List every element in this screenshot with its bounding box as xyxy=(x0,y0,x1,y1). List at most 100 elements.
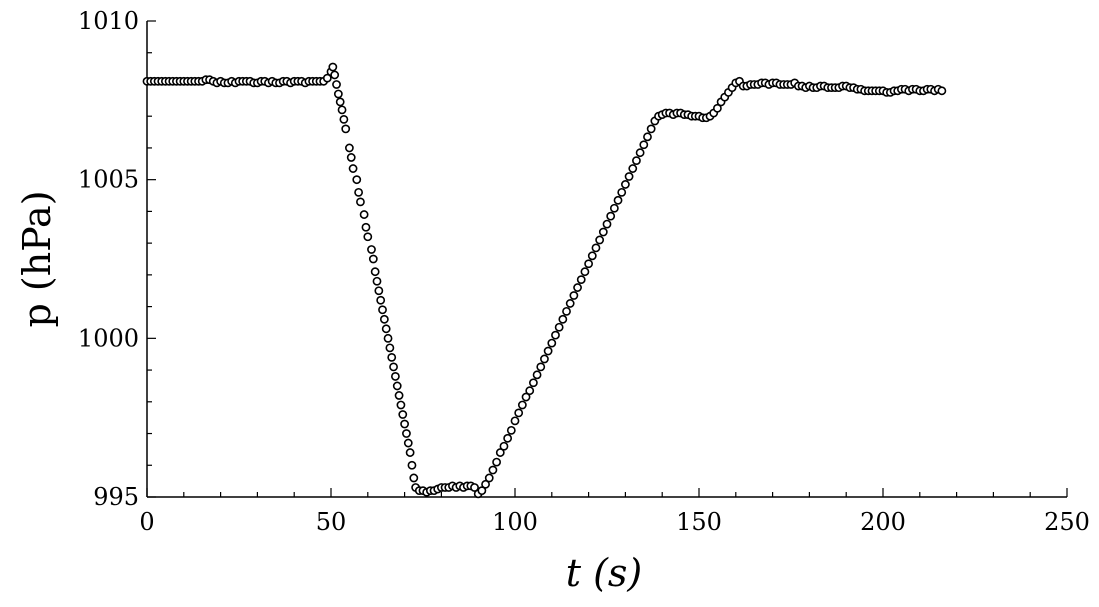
data-point xyxy=(354,187,363,197)
data-point xyxy=(322,73,332,83)
data-point xyxy=(609,203,619,213)
data-point xyxy=(407,460,417,470)
data-point xyxy=(591,243,601,253)
data-point xyxy=(639,140,649,150)
data-point xyxy=(613,195,623,205)
data-point xyxy=(632,156,641,166)
data-point xyxy=(344,143,354,153)
data-point xyxy=(525,386,535,396)
data-point xyxy=(387,352,397,362)
x-tick-label: 0 xyxy=(139,508,154,536)
data-point xyxy=(506,425,516,435)
data-point xyxy=(643,132,652,142)
data-point xyxy=(389,362,398,372)
data-point xyxy=(587,251,597,261)
data-point xyxy=(383,333,393,343)
data-point xyxy=(470,483,479,492)
data-point xyxy=(503,433,513,443)
data-point xyxy=(403,438,413,448)
x-tick-label: 200 xyxy=(860,508,906,536)
data-point xyxy=(385,343,395,353)
data-point xyxy=(713,103,722,113)
data-point xyxy=(517,400,527,410)
data-point xyxy=(510,416,520,426)
y-tick-label: 995 xyxy=(93,483,139,511)
data-point xyxy=(477,486,487,496)
y-axis-title: p (hPa) xyxy=(15,190,59,327)
data-points xyxy=(142,62,947,499)
data-point xyxy=(368,254,378,264)
data-point xyxy=(390,372,400,381)
data-point xyxy=(628,164,638,173)
data-point xyxy=(378,305,387,315)
data-point xyxy=(333,89,343,99)
data-point xyxy=(405,448,415,457)
data-point xyxy=(352,175,362,185)
data-point xyxy=(536,362,546,372)
data-point xyxy=(481,479,490,489)
data-point xyxy=(554,322,564,332)
data-point xyxy=(484,473,494,483)
axes xyxy=(146,21,1067,498)
x-tick-label: 50 xyxy=(316,508,347,536)
data-point xyxy=(624,172,634,181)
data-point xyxy=(576,275,586,285)
data-point xyxy=(595,235,605,245)
data-point xyxy=(332,80,341,89)
data-point xyxy=(328,62,338,72)
data-point xyxy=(488,465,498,475)
data-point xyxy=(558,314,568,324)
data-point xyxy=(348,164,358,173)
data-point xyxy=(543,346,553,356)
data-point xyxy=(937,86,947,96)
data-point xyxy=(346,153,356,162)
data-point xyxy=(598,227,608,237)
data-point xyxy=(547,338,557,348)
data-point xyxy=(521,392,531,402)
data-point xyxy=(529,378,538,388)
tick-labels: 0 50 100 150 200 250 995 1000 1005 1010 xyxy=(78,7,1090,536)
data-point xyxy=(602,219,612,229)
data-point xyxy=(584,259,593,269)
data-point xyxy=(562,306,571,316)
data-point xyxy=(646,124,656,134)
y-tick-label: 1010 xyxy=(78,7,139,35)
data-point xyxy=(621,180,630,189)
data-point xyxy=(341,124,351,134)
data-point xyxy=(372,276,382,286)
data-point xyxy=(337,105,347,115)
data-point xyxy=(495,448,505,457)
data-point xyxy=(379,314,389,324)
data-point xyxy=(635,148,645,158)
x-tick-label: 250 xyxy=(1044,508,1090,536)
data-point xyxy=(400,419,409,429)
data-point xyxy=(580,267,590,277)
data-point xyxy=(330,70,340,80)
data-point xyxy=(363,232,373,242)
data-point xyxy=(374,286,384,296)
data-point xyxy=(359,210,369,219)
data-point xyxy=(381,324,391,334)
y-tick-label: 1005 xyxy=(78,166,139,194)
data-point xyxy=(565,299,575,308)
data-point xyxy=(339,114,349,124)
data-point xyxy=(532,370,542,380)
data-point xyxy=(540,354,549,364)
data-point xyxy=(361,222,371,232)
data-point xyxy=(569,291,579,300)
data-point xyxy=(402,429,411,438)
data-point xyxy=(396,400,406,410)
x-tick-label: 100 xyxy=(492,508,538,536)
data-point xyxy=(617,187,627,197)
data-point xyxy=(514,408,524,418)
x-tick-label: 150 xyxy=(676,508,722,536)
y-tick-label: 1000 xyxy=(78,324,139,352)
data-point xyxy=(394,391,404,400)
data-point xyxy=(376,295,386,305)
data-point xyxy=(356,197,365,207)
data-point xyxy=(499,441,509,451)
data-point xyxy=(409,473,419,483)
data-point xyxy=(606,211,616,221)
data-point xyxy=(370,267,380,277)
